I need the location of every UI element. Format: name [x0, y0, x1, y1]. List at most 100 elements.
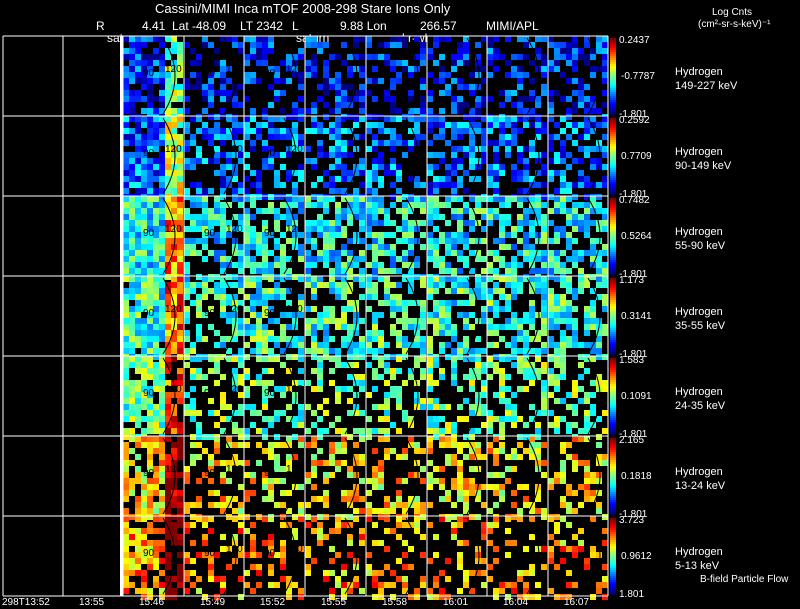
heatmap-cell [602, 282, 608, 288]
heatmap-cell [396, 294, 402, 300]
heatmap-cell [153, 386, 159, 392]
heatmap-cell [147, 528, 153, 534]
heatmap-cell [268, 336, 274, 342]
heatmap-cell [250, 72, 256, 78]
heatmap-cell [165, 196, 171, 202]
heatmap-cell [439, 116, 445, 122]
heatmap-cell [529, 362, 535, 368]
heatmap-cell [548, 356, 554, 362]
heatmap-cell [292, 214, 298, 220]
heatmap-cell [535, 128, 541, 134]
heatmap-cell [220, 214, 226, 220]
heatmap-cell [511, 348, 517, 354]
colorbar-segment [610, 290, 616, 293]
heatmap-cell [214, 60, 220, 66]
heatmap-cell [147, 134, 153, 140]
heatmap-cell [286, 508, 292, 514]
heatmap-cell [596, 282, 602, 288]
heatmap-cell [292, 422, 298, 428]
colorbar-segment [610, 76, 616, 79]
heatmap-cell [366, 478, 372, 484]
heatmap-cell [292, 392, 298, 398]
heatmap-cell [396, 318, 402, 324]
heatmap-cell [523, 42, 529, 48]
heatmap-cell [311, 256, 317, 262]
heatmap-cell [202, 256, 208, 262]
heatmap-cell [129, 428, 135, 434]
heatmap-cell [499, 490, 505, 496]
heatmap-cell [451, 188, 457, 194]
heatmap-cell [402, 214, 408, 220]
heatmap-cell [439, 318, 445, 324]
heatmap-cell [390, 268, 396, 274]
heatmap-cell [238, 182, 244, 188]
heatmap-cell [244, 232, 250, 238]
heatmap-cell [141, 356, 147, 362]
heatmap-cell [402, 250, 408, 256]
contour-label: 120 [226, 544, 243, 555]
heatmap-cell [244, 354, 250, 360]
heatmap-cell [171, 128, 177, 134]
heatmap-cell [153, 128, 159, 134]
heatmap-cell [535, 374, 541, 380]
heatmap-cell [590, 196, 596, 202]
heatmap-cell [499, 306, 505, 312]
heatmap-cell [493, 66, 499, 72]
contour-label: 90 [264, 148, 276, 159]
colorbar-segment [610, 398, 616, 401]
heatmap-cell [529, 152, 535, 158]
heatmap-cell [135, 472, 141, 478]
colorbar-segment [610, 86, 616, 89]
heatmap-cell [335, 386, 341, 392]
contour-line [405, 357, 419, 435]
heatmap-cell [499, 380, 505, 386]
heatmap-cell [147, 60, 153, 66]
colorbar-segment [610, 428, 616, 431]
heatmap-cell [433, 208, 439, 214]
heatmap-cell [408, 368, 414, 374]
heatmap-cell [238, 84, 244, 90]
heatmap-cell [153, 72, 159, 78]
heatmap-cell [232, 454, 238, 460]
heatmap-cell [505, 552, 511, 558]
heatmap-cell [481, 582, 487, 588]
heatmap-cell [274, 410, 280, 416]
colorbar-segment [610, 494, 616, 497]
heatmap-cell [250, 170, 256, 176]
colorbar-segment [610, 174, 616, 177]
colorbar-segment [610, 88, 616, 91]
heatmap-cell [554, 472, 560, 478]
heatmap-cell [554, 54, 560, 60]
heatmap-cell [487, 540, 493, 546]
heatmap-cell [523, 164, 529, 170]
heatmap-cell [256, 410, 262, 416]
heatmap-cell [317, 540, 323, 546]
heatmap-cell [390, 244, 396, 250]
heatmap-cell [408, 268, 414, 274]
heatmap-cell [475, 362, 481, 368]
heatmap-cell [141, 158, 147, 164]
heatmap-cell [353, 66, 359, 72]
heatmap-cell [220, 208, 226, 214]
heatmap-cell [548, 66, 554, 72]
heatmap-cell [268, 48, 274, 54]
heatmap-cell [135, 436, 141, 442]
heatmap-cell [505, 196, 511, 202]
heatmap-cell [445, 404, 451, 410]
contour-line [466, 517, 480, 595]
heatmap-cell [141, 84, 147, 90]
heatmap-cell [135, 552, 141, 558]
heatmap-cell [566, 288, 572, 294]
heatmap-cell [469, 268, 475, 274]
colorbar-segment [610, 340, 616, 343]
heatmap-cell [135, 122, 141, 128]
heatmap-cell [135, 170, 141, 176]
colorbar-segment [610, 158, 616, 161]
heatmap-cell [499, 164, 505, 170]
heatmap-cell [475, 368, 481, 374]
heatmap-cell [232, 262, 238, 268]
heatmap-cell [475, 454, 481, 460]
heatmap-cell [323, 514, 329, 520]
heatmap-cell [347, 114, 353, 120]
heatmap-cell [141, 282, 147, 288]
